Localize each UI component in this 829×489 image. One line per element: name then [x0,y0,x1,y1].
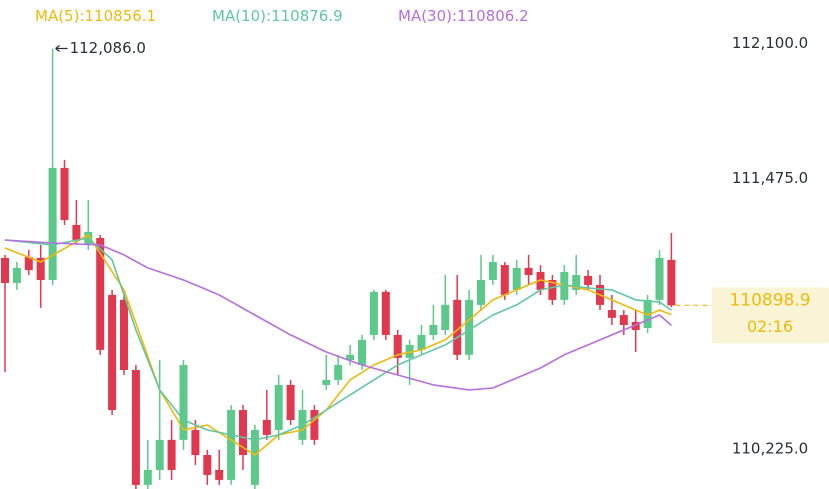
candle-body [346,354,355,361]
candle-body [286,384,295,420]
candle-body [334,365,343,380]
candle-body [167,439,176,470]
candle-body [572,275,581,290]
candle-body [536,271,545,290]
candle-body [12,267,21,284]
candle-body [274,384,283,430]
max-label: 112,086.0 [70,39,146,57]
candle-body [405,344,414,358]
legend-separator: : [266,7,271,25]
candle-body [131,369,140,485]
candle-body [215,469,224,480]
candle-body [191,429,200,456]
legend-value: 110806.2 [457,7,529,25]
legend-entry: MA(10):110876.9 [212,7,343,25]
price-axis: 110,225.0 111,475.0 112,100.0 [732,34,808,458]
ma-line [4,239,672,391]
candle-body [453,299,462,355]
candle-body [155,439,164,470]
y-tick-label: 112,100.0 [732,34,808,52]
candle-body [36,257,45,280]
candle-body [631,321,640,330]
candle-body [477,279,485,305]
ma-lines [4,234,672,456]
ma-line [4,234,672,456]
candle-body [584,275,593,285]
last-price-label: 110898.9 [729,290,810,310]
candle-body [179,365,188,440]
candles [1,48,676,489]
ma-line [4,237,672,441]
candle-body [381,291,390,335]
candle-body [441,304,450,330]
candle-body [262,419,271,435]
candle-body [465,299,474,355]
candle-body [96,238,105,350]
legend: MA(5):110856.1 MA(10):110876.9 MA(30):1108… [35,7,529,25]
candle-body [369,291,378,335]
candle-body [548,279,557,300]
max-arrow [55,44,68,52]
candle-body [619,315,628,325]
y-tick-label: 110,225.0 [732,440,808,458]
candle-body [488,262,497,280]
candle-body [48,167,57,280]
legend-value: 110876.9 [271,7,343,25]
legend-entry: MA(5):110856.1 [35,7,156,25]
candle-body [655,257,664,300]
legend-separator: : [452,7,457,25]
candle-body [393,334,402,358]
candle-body [203,455,212,475]
candle-body [24,257,33,271]
candle-body [250,429,259,485]
legend-value: 110856.1 [85,7,157,25]
candle-body [358,339,366,366]
candle-body [643,299,652,329]
candle-body [667,259,676,306]
candle-body [60,167,69,221]
candle-body [607,310,616,318]
candle-body [239,410,247,456]
candle-body [310,410,319,440]
price-box [712,287,829,344]
candle-body [560,271,569,300]
candle-body [227,410,236,480]
y-tick-label: 111,475.0 [732,169,808,187]
candle-body [512,267,521,290]
countdown: 02:16 [747,317,793,336]
candle-body [1,257,9,284]
candle-body [500,265,509,295]
candle-body [72,225,81,240]
candle-body [108,294,117,411]
candle-body [322,379,331,385]
candle-body [120,299,128,370]
legend-separator: : [79,7,84,25]
legend-name: MA(30) [398,7,452,25]
candle-body [143,469,152,485]
candle-body [524,267,533,276]
legend-name: MA(5) [35,7,79,25]
legend-name: MA(10) [212,7,266,25]
legend-entry: MA(30):110806.2 [398,7,529,25]
price-labels: 112,086.0 110898.9 02:16 [55,39,829,344]
candle-body [429,324,438,335]
candle-body [417,334,426,350]
